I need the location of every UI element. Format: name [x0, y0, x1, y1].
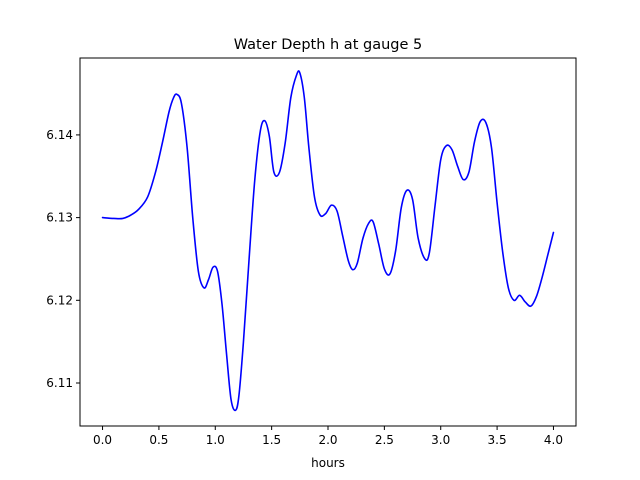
- x-tick-label: 1.0: [206, 433, 225, 447]
- y-tick-label: 6.13: [46, 211, 73, 225]
- y-tick-label: 6.11: [46, 376, 73, 390]
- series-line: [101, 70, 555, 412]
- x-tick-label: 3.0: [431, 433, 450, 447]
- x-axis-label: hours: [311, 456, 345, 470]
- x-tick-label: 0.0: [93, 433, 112, 447]
- y-axis-ticks: 6.11 6.12 6.13 6.14: [46, 128, 80, 390]
- x-tick-label: 0.5: [149, 433, 168, 447]
- y-tick-label: 6.14: [46, 128, 73, 142]
- x-tick-label: 1.5: [262, 433, 281, 447]
- x-tick-label: 4.0: [544, 433, 563, 447]
- x-tick-label: 3.5: [488, 433, 507, 447]
- x-tick-label: 2.0: [318, 433, 337, 447]
- x-tick-label: 2.5: [375, 433, 394, 447]
- y-tick-label: 6.12: [46, 293, 73, 307]
- plot-area: [101, 70, 555, 412]
- chart-title: Water Depth h at gauge 5: [234, 37, 422, 53]
- plot-frame: [79, 57, 577, 427]
- x-axis-ticks: 0.0 0.5 1.0 1.5 2.0 2.5 3.0 3.5 4.0: [93, 426, 563, 447]
